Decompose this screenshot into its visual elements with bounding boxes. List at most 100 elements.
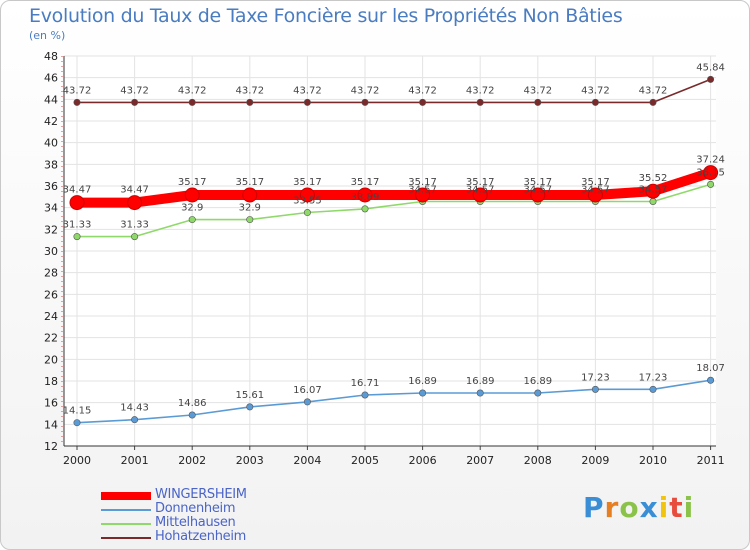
x-tick-label-2007: 2007: [466, 454, 494, 467]
point-donnenheim-2008: [534, 389, 542, 397]
x-tick-label-2004: 2004: [293, 454, 321, 467]
legend: WINGERSHEIM Donnenheim Mittelhausen Hohatze…: [101, 487, 361, 545]
point-hohatzenheim-2005: [361, 98, 369, 106]
point-wingersheim-2002: [184, 187, 200, 203]
point-hohatzenheim-2010: [649, 98, 657, 106]
data-label-mittelhausen-2000: 31.33: [63, 220, 92, 231]
data-label-hohatzenheim-2001: 43.72: [120, 85, 149, 96]
y-tick-label-24: 24: [44, 310, 58, 323]
logo-letter: i: [683, 491, 695, 524]
data-label-donnenheim-2011: 18.07: [696, 363, 725, 374]
legend-item-donnenheim: Donnenheim: [101, 501, 361, 517]
point-hohatzenheim-2001: [131, 98, 139, 106]
point-donnenheim-2007: [476, 389, 484, 397]
data-label-donnenheim-2001: 14.43: [120, 403, 149, 414]
y-tick-label-18: 18: [44, 375, 58, 388]
y-tick-label-34: 34: [44, 202, 58, 215]
data-label-donnenheim-2000: 14.15: [63, 406, 92, 417]
data-label-mittelhausen-2006: 34.57: [408, 184, 437, 195]
x-tick-label-2000: 2000: [63, 454, 91, 467]
data-label-hohatzenheim-2010: 43.72: [639, 85, 668, 96]
data-label-donnenheim-2005: 16.71: [351, 378, 380, 389]
y-tick-label-30: 30: [44, 245, 58, 258]
y-tick-label-42: 42: [44, 115, 58, 128]
point-mittelhausen-2002: [188, 216, 196, 224]
y-tick-label-36: 36: [44, 180, 58, 193]
data-label-hohatzenheim-2003: 43.72: [235, 85, 264, 96]
data-label-wingersheim-2004: 35.17: [293, 177, 322, 188]
data-label-mittelhausen-2007: 34.57: [466, 184, 495, 195]
data-label-mittelhausen-2002: 32.9: [181, 203, 203, 214]
point-hohatzenheim-2008: [534, 98, 542, 106]
chart-title: Evolution du Taux de Taxe Foncière sur l…: [29, 5, 623, 27]
legend-label-wingersheim: WINGERSHEIM: [155, 487, 247, 502]
y-tick-label-12: 12: [44, 440, 58, 453]
data-label-mittelhausen-2009: 34.57: [581, 184, 610, 195]
data-label-hohatzenheim-2002: 43.72: [178, 85, 207, 96]
point-mittelhausen-2010: [649, 197, 657, 205]
x-tick-label-2001: 2001: [121, 454, 149, 467]
point-wingersheim-2011: [703, 165, 719, 181]
x-tick-label-2006: 2006: [409, 454, 437, 467]
y-tick-label-28: 28: [44, 267, 58, 280]
y-tick-label-38: 38: [44, 158, 58, 171]
x-tick-label-2011: 2011: [697, 454, 725, 467]
data-label-wingersheim-2005: 35.17: [351, 177, 380, 188]
point-hohatzenheim-2007: [476, 98, 484, 106]
data-label-wingersheim-2010: 35.52: [639, 173, 668, 184]
data-label-wingersheim-2009: 35.17: [581, 177, 610, 188]
legend-label-donnenheim: Donnenheim: [155, 501, 236, 516]
data-label-mittelhausen-2008: 34.57: [523, 184, 552, 195]
data-label-donnenheim-2007: 16.89: [466, 376, 495, 387]
point-donnenheim-2002: [188, 411, 196, 419]
point-hohatzenheim-2003: [246, 98, 254, 106]
x-tick-label-2002: 2002: [178, 454, 206, 467]
logo-letter: x: [639, 491, 659, 524]
point-mittelhausen-2011: [707, 180, 715, 188]
point-hohatzenheim-2004: [303, 98, 311, 106]
logo-letter: P: [583, 491, 605, 524]
data-label-donnenheim-2008: 16.89: [523, 376, 552, 387]
legend-label-hohatzenheim: Hohatzenheim: [155, 529, 247, 544]
point-mittelhausen-2001: [131, 233, 139, 241]
data-label-hohatzenheim-2007: 43.72: [466, 85, 495, 96]
point-donnenheim-2011: [707, 376, 715, 384]
data-label-donnenheim-2002: 14.86: [178, 398, 207, 409]
point-donnenheim-2004: [303, 398, 311, 406]
x-tick-label-2008: 2008: [524, 454, 552, 467]
point-wingersheim-2008: [530, 187, 546, 203]
point-hohatzenheim-2011: [707, 75, 715, 83]
data-label-hohatzenheim-2008: 43.72: [523, 85, 552, 96]
point-wingersheim-2007: [472, 187, 488, 203]
logo-letter: o: [619, 491, 640, 524]
series-line-mittelhausen: [76, 183, 712, 238]
data-label-wingersheim-2007: 35.17: [466, 177, 495, 188]
data-label-hohatzenheim-2004: 43.72: [293, 85, 322, 96]
point-mittelhausen-2000: [73, 233, 81, 241]
legend-swatch-hohatzenheim: [101, 537, 151, 539]
data-label-hohatzenheim-2005: 43.72: [351, 85, 380, 96]
data-label-hohatzenheim-2000: 43.72: [63, 85, 92, 96]
y-tick-label-44: 44: [44, 93, 58, 106]
legend-item-mittelhausen: Mittelhausen: [101, 515, 361, 531]
data-label-hohatzenheim-2009: 43.72: [581, 85, 610, 96]
data-label-mittelhausen-2011: 36.15: [696, 167, 725, 178]
data-label-wingersheim-2003: 35.17: [235, 177, 264, 188]
legend-swatch-wingersheim: [101, 492, 151, 500]
point-donnenheim-2006: [419, 389, 427, 397]
data-label-mittelhausen-2010: 34.57: [639, 184, 668, 195]
data-label-wingersheim-2000: 34.47: [63, 185, 92, 196]
point-wingersheim-2004: [299, 187, 315, 203]
y-tick-label-48: 48: [44, 50, 58, 63]
logo-letter: r: [604, 491, 620, 524]
data-label-hohatzenheim-2011: 45.84: [696, 62, 725, 73]
point-hohatzenheim-2006: [419, 98, 427, 106]
legend-swatch-mittelhausen: [101, 523, 151, 525]
point-hohatzenheim-2009: [591, 98, 599, 106]
data-label-donnenheim-2010: 17.23: [639, 372, 668, 383]
point-wingersheim-2006: [415, 187, 431, 203]
y-axis-unit: (en %): [29, 29, 66, 42]
data-label-mittelhausen-2005: 33.89: [351, 192, 380, 203]
y-tick-label-22: 22: [44, 332, 58, 345]
